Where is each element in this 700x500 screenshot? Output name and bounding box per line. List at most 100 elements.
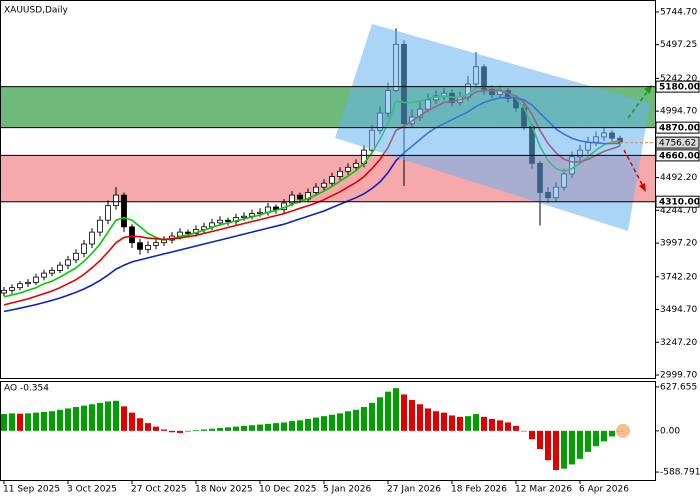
candle-body	[9, 287, 15, 291]
ao-bar	[65, 408, 71, 431]
ao-bar	[593, 430, 599, 447]
ao-bar	[153, 426, 159, 431]
level-label-box	[655, 80, 700, 93]
ao-bar	[201, 429, 207, 431]
ao-bar	[81, 405, 87, 431]
forecast-down	[623, 149, 645, 189]
candle-body	[353, 162, 359, 168]
candle-body	[1, 289, 7, 294]
candle-body	[113, 194, 119, 207]
y-tick-label: 2999.70	[660, 370, 697, 380]
candle-body	[33, 276, 39, 283]
ao-bar	[169, 430, 175, 433]
ao-bar	[233, 426, 239, 431]
x-tick-label: 18 Feb 2026	[451, 485, 507, 495]
current-marker	[616, 423, 630, 438]
chart-title: XAUUSD,Daily	[4, 6, 68, 16]
ao-bar	[409, 400, 415, 431]
y-tick-label: 5242.20	[660, 74, 697, 84]
x-tick-label: 5 Jan 2026	[323, 485, 371, 495]
candle-body	[185, 231, 191, 234]
ao-bar	[217, 428, 223, 431]
ao-bar	[361, 407, 367, 431]
candle-body	[329, 176, 335, 184]
ao-bar	[57, 409, 63, 431]
ao-bar	[329, 414, 335, 431]
ao-bar	[121, 406, 127, 431]
level-label: 4660.00	[659, 151, 700, 161]
level-label: 4310.00	[659, 198, 700, 208]
ao-bar	[137, 418, 143, 431]
candle-body	[89, 231, 95, 245]
ao-bar	[177, 430, 183, 433]
candle-body	[25, 281, 31, 285]
candle-body	[153, 242, 159, 246]
ao-bar	[505, 422, 511, 431]
ao-bar	[257, 424, 263, 431]
ao-bar	[345, 411, 351, 431]
ao-bar	[353, 409, 359, 431]
candle-body	[49, 270, 55, 274]
ao-bar	[553, 430, 559, 471]
ao-bar	[465, 416, 471, 431]
ao-bar	[393, 388, 399, 431]
ao-bar	[225, 427, 231, 431]
ao-bar	[41, 411, 47, 431]
candle-body	[217, 219, 223, 224]
candle-body	[105, 205, 111, 221]
price-panel	[0, 24, 655, 313]
candle-body	[313, 186, 319, 193]
forecast-up	[627, 87, 651, 119]
x-tick-label: 18 Nov 2025	[195, 485, 253, 495]
ao-bar	[281, 422, 287, 431]
ao-bar	[417, 404, 423, 431]
ao-bar	[569, 430, 575, 465]
candle-body	[97, 219, 103, 233]
ao-bar	[209, 428, 215, 431]
ao-bar	[289, 421, 295, 431]
ao-bar	[537, 430, 543, 450]
ao-bar	[145, 423, 151, 431]
ao-bar	[193, 430, 199, 431]
last-price-label: 4756.62	[659, 139, 696, 149]
candle-body	[345, 166, 351, 172]
candle-body	[337, 170, 343, 177]
ao-bar	[561, 430, 567, 469]
ao-bar	[401, 394, 407, 431]
candle-body	[225, 219, 231, 222]
ao-bar	[385, 391, 391, 431]
y-tick-label: 3997.20	[660, 239, 697, 249]
ao-bar	[89, 404, 95, 431]
candle-body	[297, 194, 303, 200]
last-price-box	[655, 136, 700, 149]
candle-body	[73, 252, 79, 261]
ao-bar	[161, 429, 167, 431]
ao-bar	[97, 402, 103, 431]
panel-frame	[0, 381, 656, 481]
ao-bar	[529, 430, 535, 440]
ao-bar	[49, 411, 55, 431]
candle-body	[145, 244, 151, 250]
ao-bar	[337, 413, 343, 431]
ao-bar	[249, 425, 255, 431]
ao-bar	[457, 416, 463, 431]
level-label: 4870.00	[659, 124, 700, 134]
level-label-box	[655, 121, 700, 134]
ao-bar	[377, 397, 383, 431]
ao-bar	[369, 402, 375, 431]
candle-body	[57, 264, 63, 271]
ao-bar	[1, 414, 7, 431]
x-tick-label: 27 Jan 2026	[387, 485, 441, 495]
ao-bar	[113, 400, 119, 431]
candle-body	[257, 211, 263, 215]
ao-bar	[297, 420, 303, 431]
ao-bar	[105, 401, 111, 431]
ao-bar	[545, 430, 551, 461]
y-tick-label: 627.655	[660, 382, 697, 392]
ao-bar	[241, 425, 247, 431]
ao-bar	[513, 425, 519, 431]
ao-bar	[521, 430, 527, 432]
ao-bar	[9, 413, 15, 431]
ao-bar	[497, 420, 503, 431]
